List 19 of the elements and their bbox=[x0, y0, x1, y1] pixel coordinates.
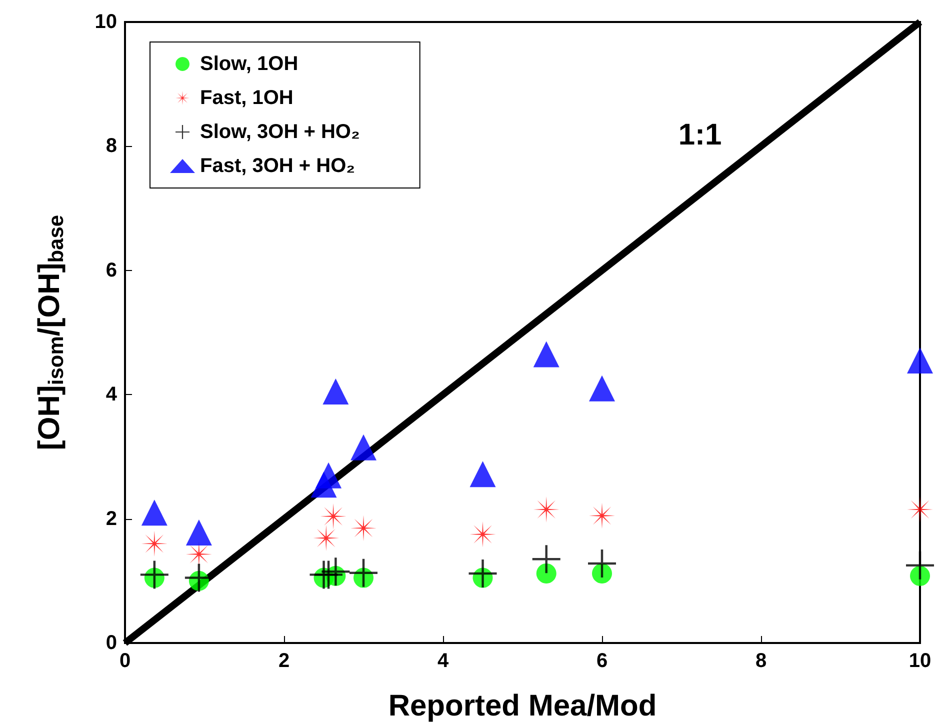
legend-label: Fast, 1OH bbox=[200, 87, 294, 109]
y-axis-title: [OH]isom/[OH]base bbox=[33, 214, 68, 450]
x-tick-label: 8 bbox=[755, 650, 767, 672]
y-tick-label: 10 bbox=[94, 11, 117, 33]
x-tick-label: 0 bbox=[119, 650, 131, 672]
legend-label: Slow, 3OH + HO₂ bbox=[200, 121, 360, 143]
y-tick-label: 4 bbox=[106, 384, 118, 406]
annotation: 1:1 bbox=[678, 118, 722, 152]
x-tick-label: 10 bbox=[908, 650, 932, 672]
y-tick-label: 8 bbox=[106, 135, 117, 158]
legend-label: Slow, 1OH bbox=[200, 53, 298, 75]
y-tick-label: 6 bbox=[106, 259, 117, 282]
x-tick-label: 2 bbox=[278, 650, 290, 672]
x-axis-title: Reported Mea/Mod bbox=[388, 690, 657, 722]
x-tick-label: 6 bbox=[596, 650, 608, 672]
x-tick-label: 4 bbox=[437, 650, 450, 672]
legend-label: Fast, 3OH + HO₂ bbox=[200, 155, 356, 177]
y-tick-label: 2 bbox=[106, 508, 117, 530]
y-tick-label: 0 bbox=[106, 632, 117, 654]
